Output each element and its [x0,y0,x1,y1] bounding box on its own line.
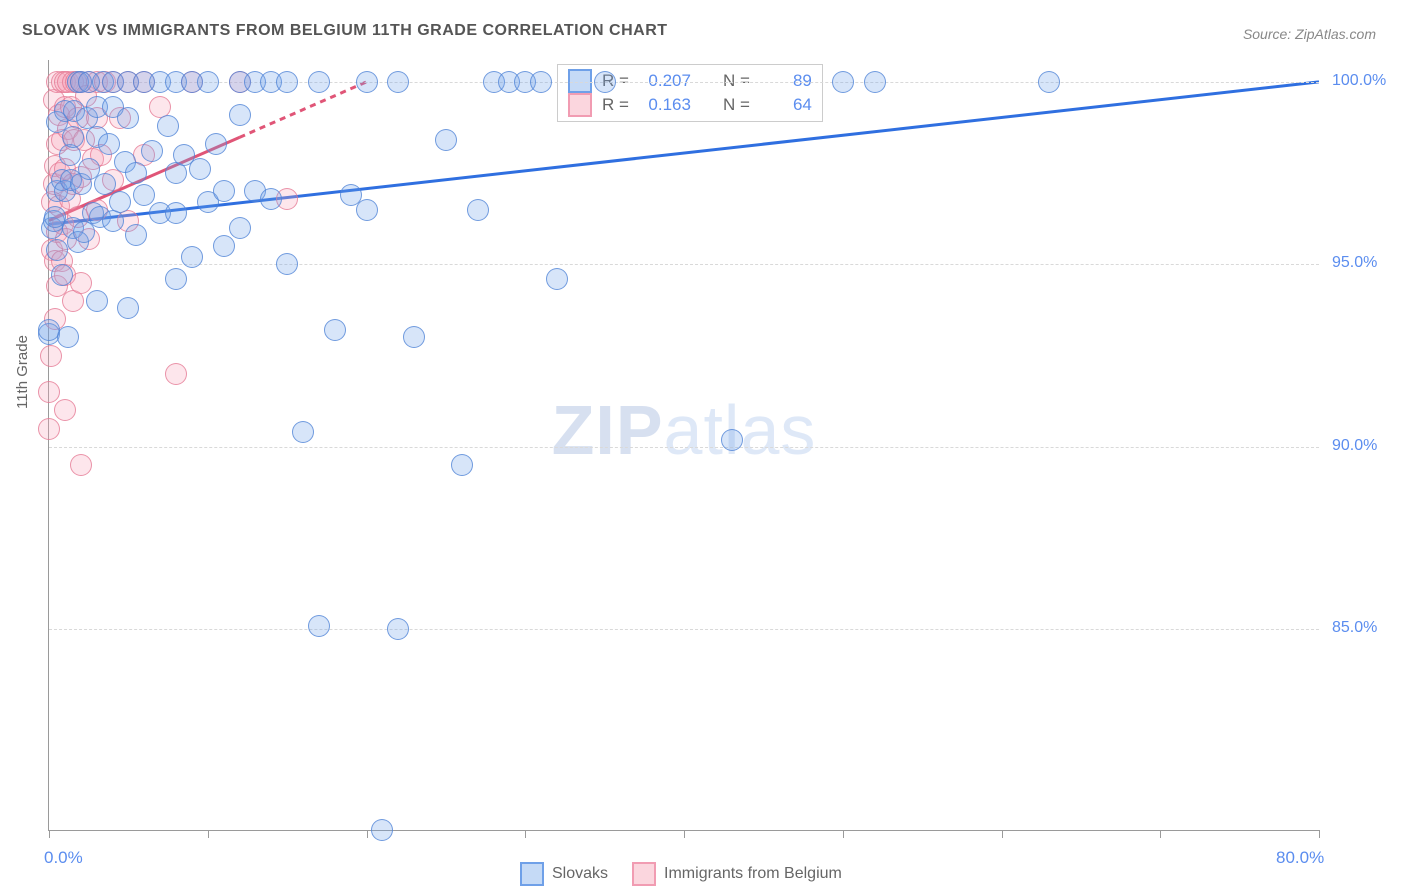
data-point-slovaks [57,326,79,348]
data-point-slovaks [308,71,330,93]
data-point-slovaks [292,421,314,443]
data-point-slovaks [157,115,179,137]
legend-item-belgium: Immigrants from Belgium [632,862,842,886]
data-point-slovaks [117,107,139,129]
data-point-slovaks [1038,71,1060,93]
data-point-slovaks [165,268,187,290]
stats-legend-row: R = 0.163 N = 64 [568,93,812,117]
data-point-belgium [70,454,92,476]
data-point-slovaks [51,264,73,286]
legend-swatch-slovaks [520,862,544,886]
data-point-slovaks [435,129,457,151]
data-point-slovaks [356,199,378,221]
legend-swatch-belgium [632,862,656,886]
watermark-bold: ZIP [552,391,664,469]
data-point-belgium [165,363,187,385]
data-point-slovaks [832,71,854,93]
x-tick [843,830,844,838]
data-point-slovaks [205,133,227,155]
data-point-slovaks [189,158,211,180]
data-point-slovaks [308,615,330,637]
series-legend: Slovaks Immigrants from Belgium [520,862,842,886]
gridline-h [49,447,1319,448]
data-point-belgium [38,381,60,403]
data-point-slovaks [276,71,298,93]
data-point-slovaks [546,268,568,290]
data-point-slovaks [133,184,155,206]
data-point-slovaks [197,71,219,93]
data-point-slovaks [387,71,409,93]
x-tick [684,830,685,838]
y-tick-label: 100.0% [1332,72,1386,90]
data-point-slovaks [371,819,393,841]
trend-lines-layer [49,60,1319,830]
watermark-light: atlas [664,391,817,469]
data-point-belgium [70,272,92,294]
data-point-slovaks [62,126,84,148]
legend-swatch-icon [568,93,592,117]
y-tick-label: 90.0% [1332,437,1377,455]
x-axis-min-label: 0.0% [44,848,83,868]
data-point-slovaks [165,202,187,224]
data-point-slovaks [451,454,473,476]
data-point-slovaks [181,246,203,268]
data-point-slovaks [229,104,251,126]
data-point-slovaks [594,71,616,93]
y-axis-label: 11th Grade [14,335,31,409]
data-point-slovaks [864,71,886,93]
data-point-belgium [40,345,62,367]
gridline-h [49,264,1319,265]
data-point-slovaks [324,319,346,341]
data-point-slovaks [213,180,235,202]
gridline-h [49,629,1319,630]
watermark: ZIPatlas [552,390,817,470]
y-tick-label: 85.0% [1332,619,1377,637]
stat-n-label: N = [723,95,750,115]
x-tick [525,830,526,838]
data-point-slovaks [229,217,251,239]
stat-r-label: R = [602,95,629,115]
y-tick-label: 95.0% [1332,254,1377,272]
data-point-slovaks [94,173,116,195]
data-point-slovaks [276,253,298,275]
data-point-belgium [54,399,76,421]
x-axis-max-label: 80.0% [1276,848,1324,868]
data-point-slovaks [467,199,489,221]
data-point-slovaks [530,71,552,93]
chart-title: SLOVAK VS IMMIGRANTS FROM BELGIUM 11TH G… [22,22,668,40]
data-point-slovaks [125,224,147,246]
x-tick [208,830,209,838]
data-point-slovaks [721,429,743,451]
legend-label-slovaks: Slovaks [552,865,608,883]
x-tick [1319,830,1320,838]
legend-item-slovaks: Slovaks [520,862,608,886]
x-tick [49,830,50,838]
data-point-slovaks [98,133,120,155]
data-point-slovaks [125,162,147,184]
stat-r-value: 0.163 [639,95,691,115]
data-point-slovaks [260,188,282,210]
data-point-slovaks [86,290,108,312]
x-tick [1002,830,1003,838]
x-tick [367,830,368,838]
stat-n-value: 64 [760,95,812,115]
data-point-slovaks [117,297,139,319]
data-point-slovaks [213,235,235,257]
data-point-belgium [38,418,60,440]
data-point-slovaks [46,239,68,261]
data-point-slovaks [387,618,409,640]
x-tick [1160,830,1161,838]
scatter-plot-area: ZIPatlas R =0.207N =89R =0.163N =64 [48,60,1319,831]
data-point-slovaks [403,326,425,348]
legend-label-belgium: Immigrants from Belgium [664,865,842,883]
data-point-slovaks [109,191,131,213]
data-point-slovaks [141,140,163,162]
source-attribution: Source: ZipAtlas.com [1243,26,1376,42]
data-point-slovaks [356,71,378,93]
